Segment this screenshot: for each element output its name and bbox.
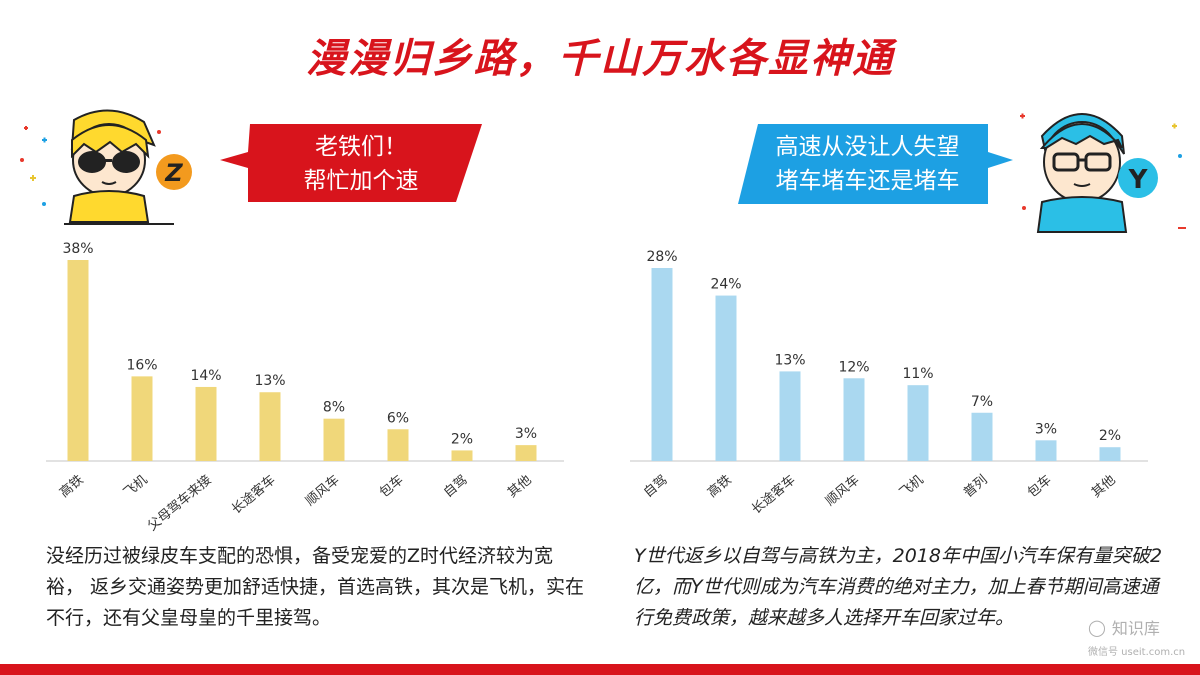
data-label-2: 24% [710,277,741,293]
category-label-7: 包车 [1024,472,1054,501]
category-label-5: 顺风车 [302,472,342,509]
bar-4 [259,392,281,461]
bar-4 [843,378,865,461]
data-label-3: 13% [774,352,805,368]
category-label-8: 其他 [1089,473,1119,501]
bar-8 [1099,447,1121,461]
bar-6 [971,412,993,461]
z-speech-bubble: 老铁们！ 帮忙加个速 [220,124,482,202]
z-generation-avatar: Z [20,109,192,225]
y-speech-bubble: 高速从没让人失望 堵车堵车还是堵车 [738,124,1013,204]
data-label-1: 38% [62,241,93,257]
data-label-4: 12% [838,359,869,375]
category-label-4: 长途客车 [228,472,278,518]
bar-2 [715,295,737,461]
category-label-6: 包车 [376,472,406,501]
sparkle-decor-icon [20,126,161,206]
category-label-5: 飞机 [897,473,927,501]
z-badge-icon [156,154,192,190]
bubble-line-1: 老铁们！ [315,134,407,160]
y-badge-text: Y [1128,165,1149,195]
sparkle-decor-icon [1020,113,1186,229]
data-label-8: 2% [1099,428,1121,444]
category-label-2: 飞机 [121,473,151,501]
bar-7 [1035,440,1057,461]
data-label-6: 6% [387,410,409,426]
category-label-6: 普列 [961,473,991,501]
bar-3 [779,371,801,461]
category-label-7: 自驾 [441,473,471,501]
bubble-line-2: 堵车堵车还是堵车 [775,168,960,194]
y-description: Y世代返乡以自驾与高铁为主，2018年中国小汽车保有量突破2亿，而Y世代则成为汽… [634,545,1163,629]
bubble-shape [220,124,482,202]
watermark-sub: 微信号 useit.com.cn [1088,647,1186,658]
bottom-bar [0,664,1200,675]
bar-2 [131,376,153,461]
category-label-1: 高铁 [56,472,86,501]
category-label-3: 父母驾车来接 [145,472,215,534]
data-label-2: 16% [126,357,157,373]
data-label-3: 14% [190,368,221,384]
y-transport-chart: 28% 自驾 24% 高铁 13% 长途客车 12% 顺风车 11% 飞机 7% 普列 3% 包车 2% 其他 [630,249,1148,518]
page-title: 漫漫归乡路，千山万水各显神通 [306,36,894,82]
z-transport-chart: 38% 高铁 16% 飞机 14% 父母驾车来接 13% 长途客车 8% 顺风车 6% 包车 2% 自驾 3… [46,241,564,534]
z-badge-text: Z [164,159,183,187]
bubble-line-1: 高速从没让人失望 [775,134,960,160]
z-description: 没经历过被绿皮车支配的恐惧，备受宠爱的Z时代经济较为宽裕， 返乡交通姿势更加舒适… [46,545,585,629]
bar-7 [451,450,473,461]
watermark-brand: 知识库 [1111,619,1160,638]
bar-5 [323,418,345,461]
bubble-line-2: 帮忙加个速 [303,168,419,194]
bubble-shape [738,124,1013,204]
data-label-7: 3% [1035,421,1057,437]
data-label-5: 8% [323,400,345,416]
data-label-4: 13% [254,373,285,389]
category-label-1: 自驾 [641,473,671,501]
data-label-6: 7% [971,394,993,410]
wechat-icon: ◯ [1088,617,1106,637]
data-label-1: 28% [646,249,677,265]
category-label-3: 长途客车 [748,472,798,518]
bar-6 [387,429,409,461]
bar-8 [515,445,537,461]
watermark: ◯ 知识库 微信号 useit.com.cn [1088,615,1200,659]
bar-1 [651,268,673,461]
data-label-5: 11% [902,366,933,382]
bar-5 [907,385,929,461]
bar-3 [195,386,217,461]
bar-1 [67,260,89,461]
y-badge-icon [1118,158,1158,198]
category-label-4: 顺风车 [822,472,862,509]
data-label-7: 2% [451,431,473,447]
category-label-2: 高铁 [704,472,734,501]
data-label-8: 3% [515,426,537,442]
y-generation-avatar: Y [1020,113,1186,233]
category-label-8: 其他 [505,473,535,501]
